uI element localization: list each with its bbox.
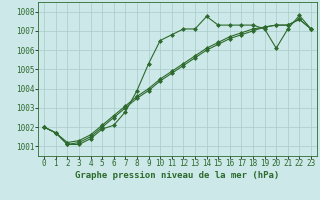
X-axis label: Graphe pression niveau de la mer (hPa): Graphe pression niveau de la mer (hPa) bbox=[76, 171, 280, 180]
